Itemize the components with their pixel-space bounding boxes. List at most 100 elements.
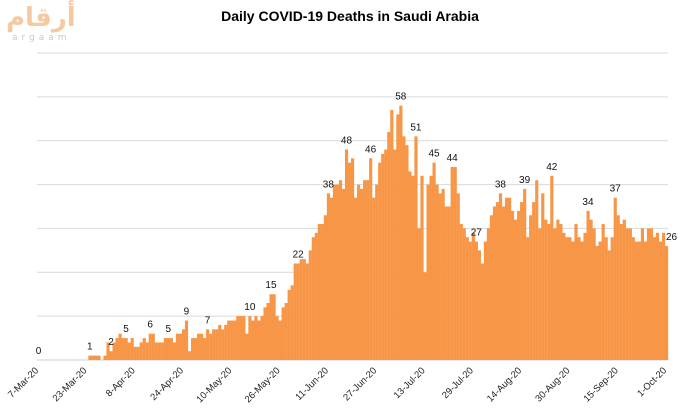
bar — [372, 197, 376, 360]
bar — [414, 136, 418, 360]
data-label: 58 — [395, 92, 407, 103]
x-tick-label: 24-Apr-20 — [148, 365, 186, 403]
x-axis-ticks: 7-Mar-20 23-Mar-20 8-Apr-20 24-Apr-20 10-May… — [6, 365, 669, 405]
bar — [311, 237, 315, 360]
bar — [151, 333, 155, 360]
bar — [625, 228, 629, 360]
bar — [103, 355, 107, 360]
bar — [598, 241, 602, 360]
bar — [317, 224, 321, 360]
bar — [320, 224, 324, 360]
bar — [369, 158, 373, 360]
x-tick-label: 23-Mar-20 — [51, 365, 90, 404]
data-label: 46 — [365, 144, 377, 155]
bar — [646, 228, 651, 360]
bar — [652, 237, 657, 360]
bar — [230, 320, 234, 360]
bar — [106, 342, 110, 360]
bar — [281, 307, 285, 360]
bar — [390, 110, 394, 360]
bar — [514, 219, 518, 360]
bar — [290, 285, 294, 360]
bar — [115, 338, 119, 360]
bar — [655, 232, 660, 360]
bar — [169, 338, 174, 360]
bar — [133, 346, 137, 360]
bar — [109, 351, 113, 360]
bar — [97, 355, 101, 360]
bar — [426, 184, 430, 360]
bar — [302, 259, 306, 360]
data-label: 42 — [546, 162, 558, 173]
data-label: 7 — [205, 315, 211, 326]
bar — [239, 316, 243, 360]
bar — [242, 316, 246, 360]
bar — [492, 206, 497, 360]
bar — [338, 180, 343, 360]
bar — [221, 329, 225, 360]
bar — [550, 175, 554, 360]
bar — [477, 250, 481, 360]
bar — [634, 241, 638, 360]
bar — [583, 232, 587, 360]
x-tick-label: 26-May-20 — [243, 365, 283, 405]
bar — [366, 180, 370, 360]
bar — [495, 202, 500, 360]
bar — [619, 224, 623, 360]
bar — [227, 320, 231, 360]
bar — [145, 342, 149, 360]
bar — [529, 215, 533, 360]
bar — [378, 162, 382, 360]
bar — [649, 228, 654, 360]
chart-title: Daily COVID-19 Deaths in Saudi Arabia — [221, 8, 479, 24]
bar — [568, 237, 572, 360]
bar — [640, 228, 644, 360]
bar — [571, 241, 575, 360]
bar — [453, 167, 457, 360]
bar — [136, 346, 140, 360]
bar — [517, 210, 521, 360]
bar — [637, 241, 641, 360]
x-tick-label: 11-Jun-20 — [293, 365, 331, 403]
bar — [447, 206, 451, 360]
bar — [260, 316, 264, 360]
data-label: 39 — [519, 175, 531, 186]
bar — [347, 162, 352, 360]
bar — [438, 193, 442, 360]
bar — [544, 219, 548, 360]
bar — [631, 237, 635, 360]
bar — [184, 320, 189, 360]
bar — [187, 351, 192, 360]
bar — [193, 338, 198, 360]
bar — [616, 215, 620, 360]
data-label: 1 — [87, 342, 93, 353]
bar — [224, 324, 228, 360]
bar — [139, 342, 143, 360]
bar — [124, 338, 128, 360]
data-label: 45 — [428, 149, 440, 160]
bar — [218, 324, 222, 360]
bar — [622, 219, 626, 360]
bar — [332, 184, 337, 360]
bar — [607, 250, 611, 360]
data-label: 27 — [471, 228, 483, 239]
bar — [357, 184, 361, 360]
bar — [562, 232, 566, 360]
bar — [341, 188, 346, 360]
x-tick-label: 13-Jul-20 — [392, 365, 428, 401]
bar — [269, 294, 273, 360]
bar — [604, 237, 608, 360]
bar — [163, 338, 167, 360]
x-tick-label: 1-Oct-20 — [635, 365, 669, 399]
bars — [88, 105, 669, 361]
bar — [580, 241, 584, 360]
bar — [405, 145, 409, 360]
bar — [465, 237, 469, 360]
bar — [574, 224, 578, 360]
bar — [314, 232, 318, 360]
bar — [121, 338, 125, 360]
bar — [212, 329, 216, 360]
bar — [329, 197, 334, 360]
bar — [396, 114, 400, 361]
